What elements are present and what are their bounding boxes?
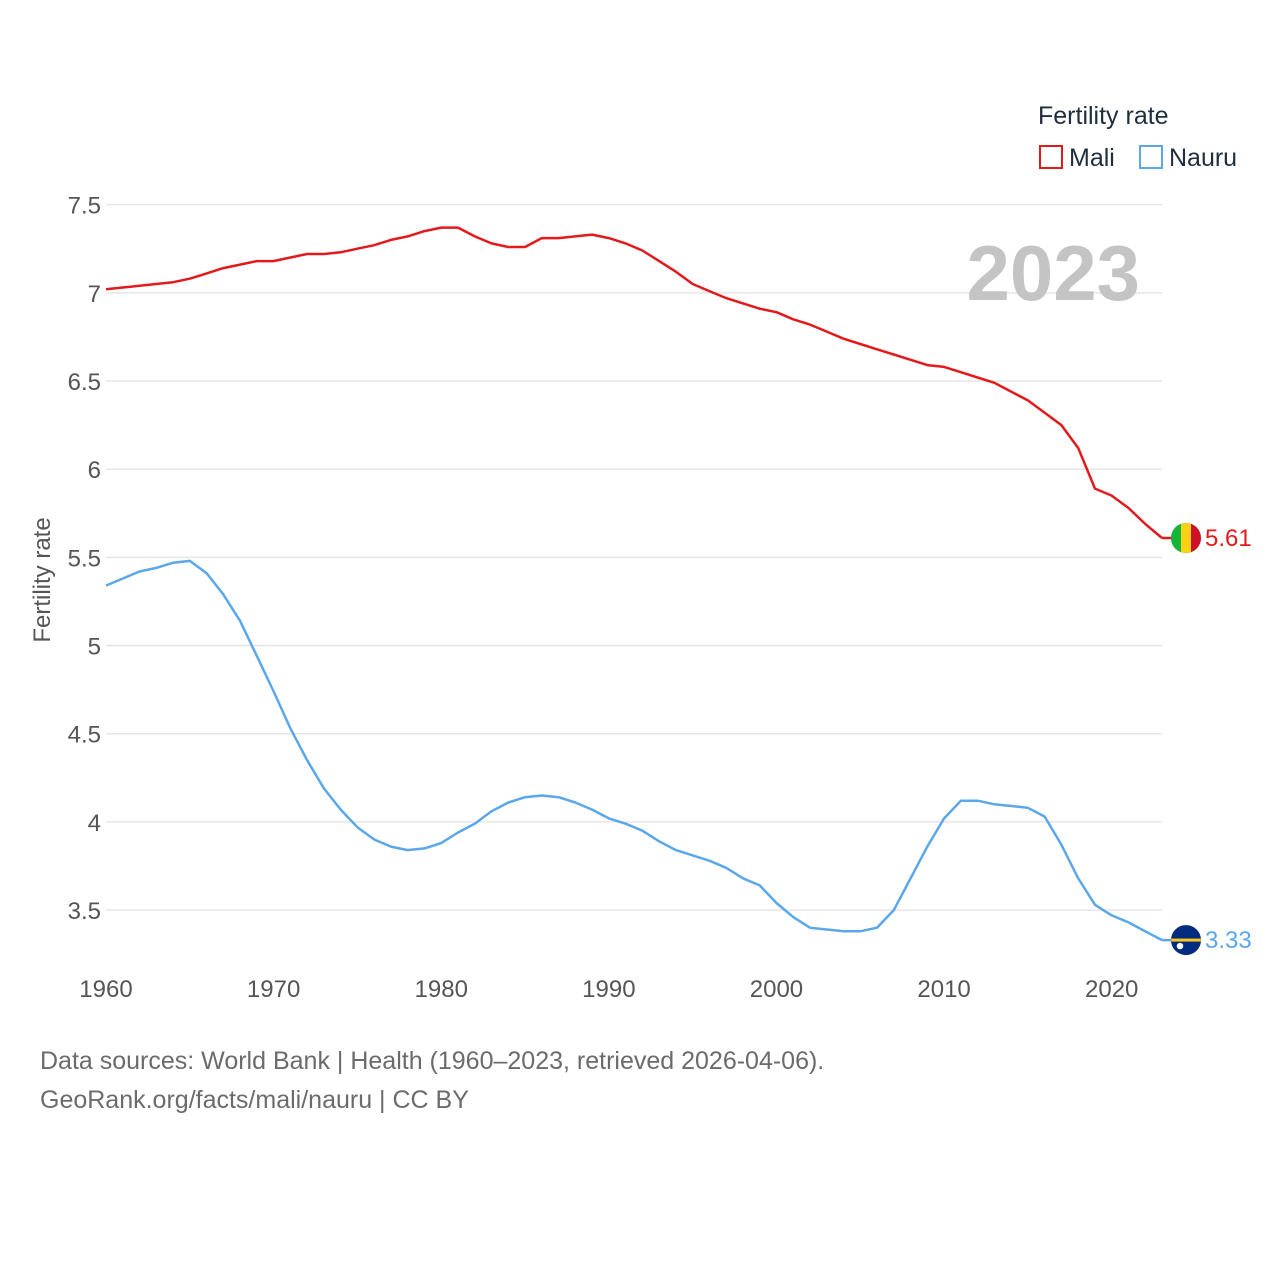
y-tick-label: 4.5 [68,722,101,749]
y-tick-label: 6.5 [68,369,101,396]
x-tick-label: 1990 [582,976,635,1003]
y-tick-label: 7.5 [68,193,101,220]
source-line-1: Data sources: World Bank | Health (1960–… [40,1047,824,1075]
y-tick-label: 5 [88,634,101,661]
y-tick-label: 6 [88,457,101,484]
end-value-nauru: 3.33 [1205,927,1252,954]
end-value-mali: 5.61 [1205,525,1252,552]
series-line-nauru[interactable] [105,559,1163,942]
legend-swatch-mali[interactable] [1039,145,1063,169]
x-axis-ticks: 1960 1970 1980 1990 2000 2010 2020 [79,976,1138,1003]
legend-label-mali[interactable]: Mali [1069,144,1115,172]
x-tick-label: 1960 [79,976,132,1003]
end-markers: 5.61 3.33 [1162,522,1252,956]
x-tick-label: 2000 [750,976,803,1003]
y-tick-label: 7 [88,281,101,308]
y-tick-label: 5.5 [68,545,101,572]
legend-swatch-nauru[interactable] [1139,145,1163,169]
source-line-2: GeoRank.org/facts/mali/nauru | CC BY [40,1086,469,1114]
series-line-mali[interactable] [105,226,1163,539]
series-lines [105,226,1163,942]
x-tick-label: 2010 [917,976,970,1003]
nauru-flag-icon [1170,924,1202,956]
y-axis-ticks: 3.5 4 4.5 5 5.5 6 6.5 7 7.5 [68,193,101,925]
x-tick-label: 1970 [247,976,300,1003]
y-tick-label: 3.5 [68,898,101,925]
y-tick-label: 4 [88,810,101,837]
year-stamp: 2023 [966,229,1140,317]
gridlines [106,203,1162,911]
legend: Fertility rate Mali Nauru [1038,102,1237,172]
x-tick-label: 2020 [1085,976,1138,1003]
y-axis-title: Fertility rate [29,517,56,642]
legend-title: Fertility rate [1038,102,1169,130]
mali-flag-icon [1170,522,1202,554]
x-tick-label: 1980 [415,976,468,1003]
legend-label-nauru[interactable]: Nauru [1169,144,1237,172]
